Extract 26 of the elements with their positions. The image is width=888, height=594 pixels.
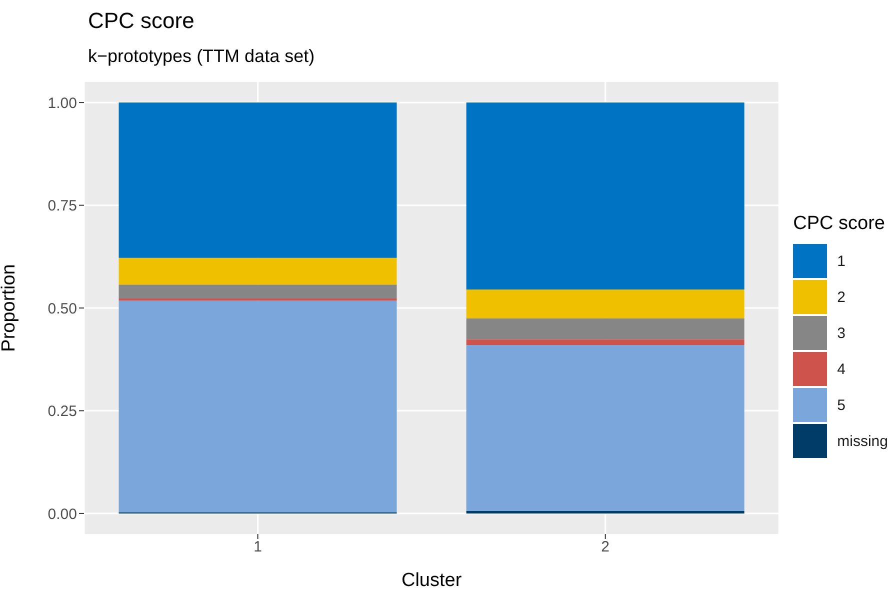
bar — [466, 318, 744, 340]
legend-label: 1 — [837, 252, 846, 270]
legend-label: 3 — [837, 324, 846, 342]
chart-subtitle: k−prototypes (TTM data set) — [88, 46, 315, 67]
y-tick-label: 0.00 — [48, 506, 77, 523]
bar — [118, 102, 397, 258]
legend-title: CPC score — [793, 213, 886, 235]
legend-label: 4 — [837, 360, 846, 378]
x-axis-title: Cluster — [401, 570, 462, 591]
bar — [118, 258, 397, 285]
y-tick-label: 0.75 — [48, 198, 77, 215]
bar — [466, 510, 744, 514]
legend-label: 2 — [837, 288, 846, 306]
y-tick-label: 0.25 — [48, 403, 77, 420]
legend-label: missing — [837, 432, 888, 450]
legend-label: 5 — [837, 396, 846, 414]
bar — [118, 284, 397, 299]
y-tick-label: 0.50 — [48, 300, 77, 318]
chart-title: CPC score — [88, 8, 194, 34]
y-tick-label: 1.00 — [48, 94, 77, 112]
bar — [466, 102, 744, 290]
bar — [466, 344, 744, 511]
bar — [466, 339, 744, 345]
bar — [466, 290, 744, 318]
bar — [118, 300, 397, 512]
y-axis-title: Proportion — [0, 264, 20, 352]
